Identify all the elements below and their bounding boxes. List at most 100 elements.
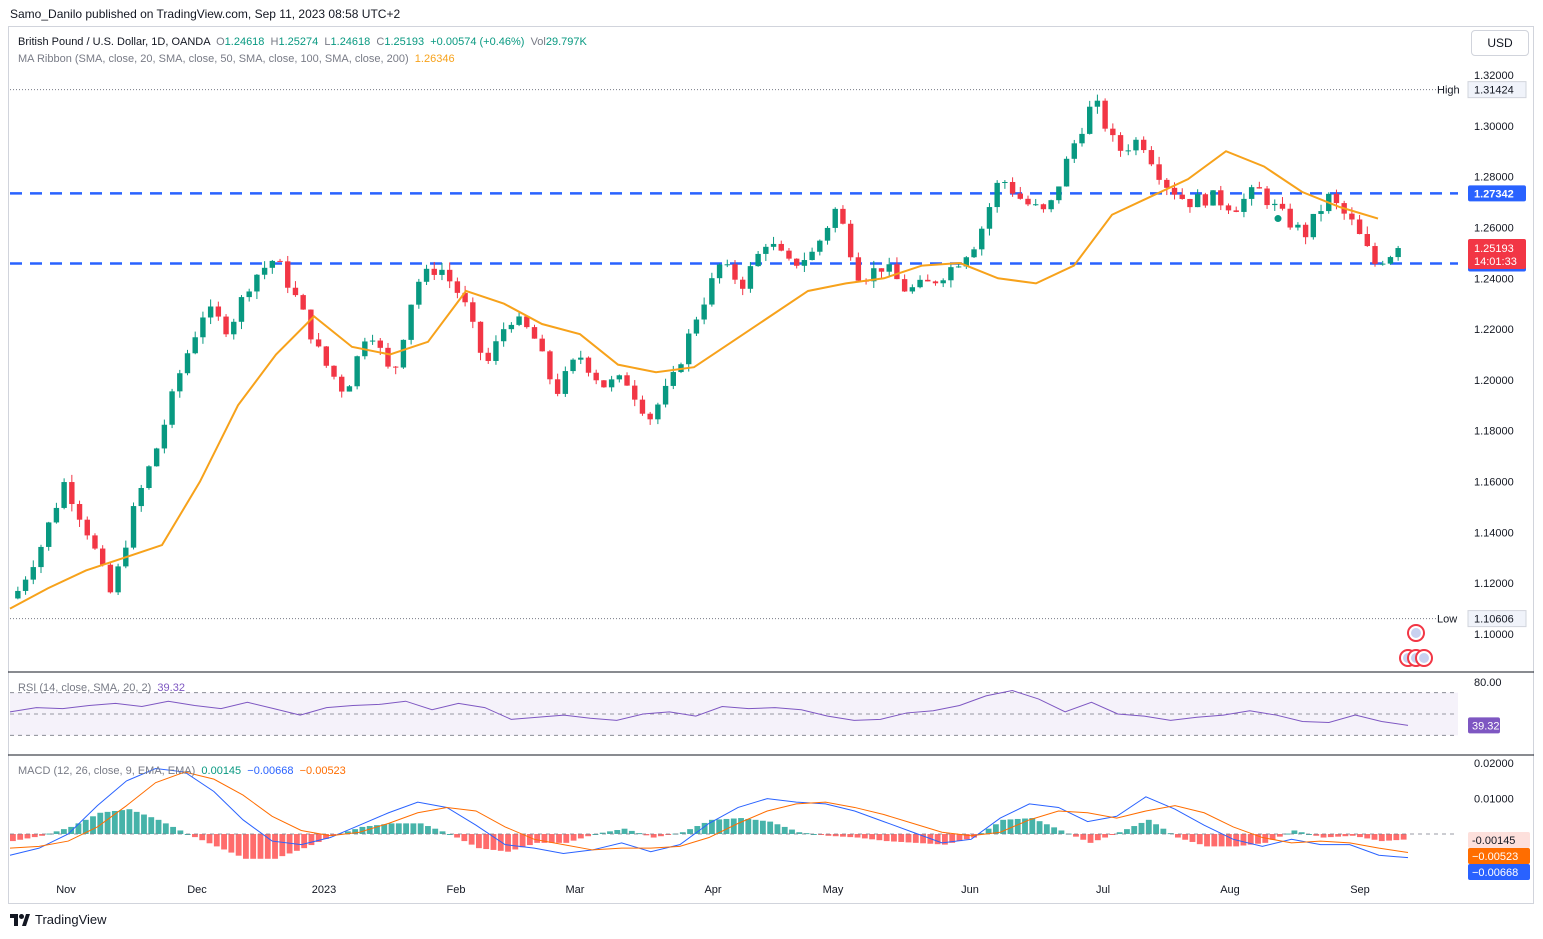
x-axis-label: Aug [1220,884,1240,896]
low-label: L [324,36,331,48]
level-value: 1.27342 [1474,188,1514,200]
candle-body [76,504,83,520]
candle-body [1356,219,1363,235]
candle-body [169,391,175,425]
macd-histogram-bar [461,834,468,842]
candle-body [1117,135,1124,151]
candle-body [207,306,214,318]
candle-body [1179,194,1185,199]
candle-body [770,243,777,247]
level-label: High [1437,85,1460,97]
macd-histogram-bar [949,834,956,843]
candle-body [400,339,407,368]
macd-histogram-bar [184,834,191,835]
ma-ribbon-value: 1.26346 [414,53,455,65]
candle-body [200,317,206,338]
candle-body [732,264,738,280]
macd-histogram-bar [920,834,926,844]
uk-flag-icon [1419,653,1429,663]
x-axis-label: Apr [704,884,721,896]
candle-body [261,267,268,275]
candle-body [323,346,329,366]
candle-body [130,506,137,548]
macd-value-badge [1468,848,1530,864]
macd-histogram-bar [1043,824,1050,834]
macd-histogram-bar [942,834,948,845]
macd-histogram-bar [366,826,373,834]
macd-histogram-bar [869,834,876,840]
macd-value-badge-text: −0.00668 [1472,867,1518,879]
rsi-legend: RSI (14, close, SMA, 20, 2) 39.32 [18,682,185,694]
macd-histogram-bar [257,834,264,859]
macd-value-badge-text: −0.00523 [1472,851,1518,863]
macd-line-value: −0.00668 [247,765,294,777]
candle-body [115,566,121,593]
macd-histogram-bar [410,823,417,834]
macd-histogram-bar [701,822,708,834]
level-badge [1468,185,1526,202]
candle-body [331,365,337,377]
candle-body [1025,198,1031,205]
candle-body [431,268,437,275]
level-value: 1.31424 [1474,85,1514,97]
candle-body [716,264,723,279]
candle-body [608,379,615,388]
macd-histogram-bar [395,823,402,834]
event-marker-icon [1274,215,1282,223]
macd-histogram-bar [985,828,992,834]
macd-histogram-bar [519,834,526,848]
macd-histogram-bar [526,834,533,846]
candle-body [369,340,376,342]
macd-histogram-bar [90,816,96,834]
macd-histogram-bar [432,828,439,834]
macd-histogram-bar [592,834,599,835]
candle-body [69,482,75,505]
macd-histogram-bar [636,833,643,835]
tradingview-logo[interactable]: TradingView [10,912,107,927]
macd-histogram-bar [403,823,410,834]
candle-body [84,519,90,536]
x-axis-label: Sep [1350,884,1370,896]
low-value: 1.24618 [330,36,371,48]
volume-label: Vol [530,36,546,48]
macd-histogram-bar [243,834,249,859]
candle-body [593,372,599,381]
macd-histogram-bar [883,834,890,842]
x-axis-label: Jun [961,884,979,896]
macd-histogram-bar [323,834,329,839]
candle-body [516,316,522,325]
macd-histogram-bar [425,826,431,834]
macd-histogram-bar [1094,834,1101,841]
candle-body [624,375,630,386]
candle-body [1387,257,1394,264]
macd-histogram-bar [1247,834,1254,845]
macd-histogram-bar [352,829,359,834]
price-tick-label: 1.30000 [1474,121,1514,133]
currency-button[interactable]: USD [1471,30,1529,56]
candle-body [585,357,592,373]
candle-body [655,404,661,420]
macd-histogram-bar [803,833,810,835]
candle-body [1171,187,1178,195]
macd-histogram-bar [1131,826,1138,834]
candle-body [1372,246,1378,264]
macd-histogram-bar [723,818,730,834]
candle-body [1210,190,1216,206]
macd-histogram-bar [374,825,380,834]
close-label: C [376,36,385,48]
candle-body [53,507,60,523]
price-tick-label: 1.10000 [1474,629,1514,641]
uk-flag-icon [1411,628,1421,638]
candle-body [223,316,229,335]
macd-histogram-bar [388,823,395,834]
candle-body [493,341,499,361]
candle-body [840,208,846,224]
level-value: 1.10606 [1474,614,1514,626]
macd-histogram-bar [1007,819,1014,834]
macd-histogram-bar [468,834,475,845]
macd-value-badge-text: -0.00145 [1472,835,1515,847]
macd-histogram-bar [104,811,111,834]
candle-body [539,338,545,352]
candle-body [971,249,977,258]
